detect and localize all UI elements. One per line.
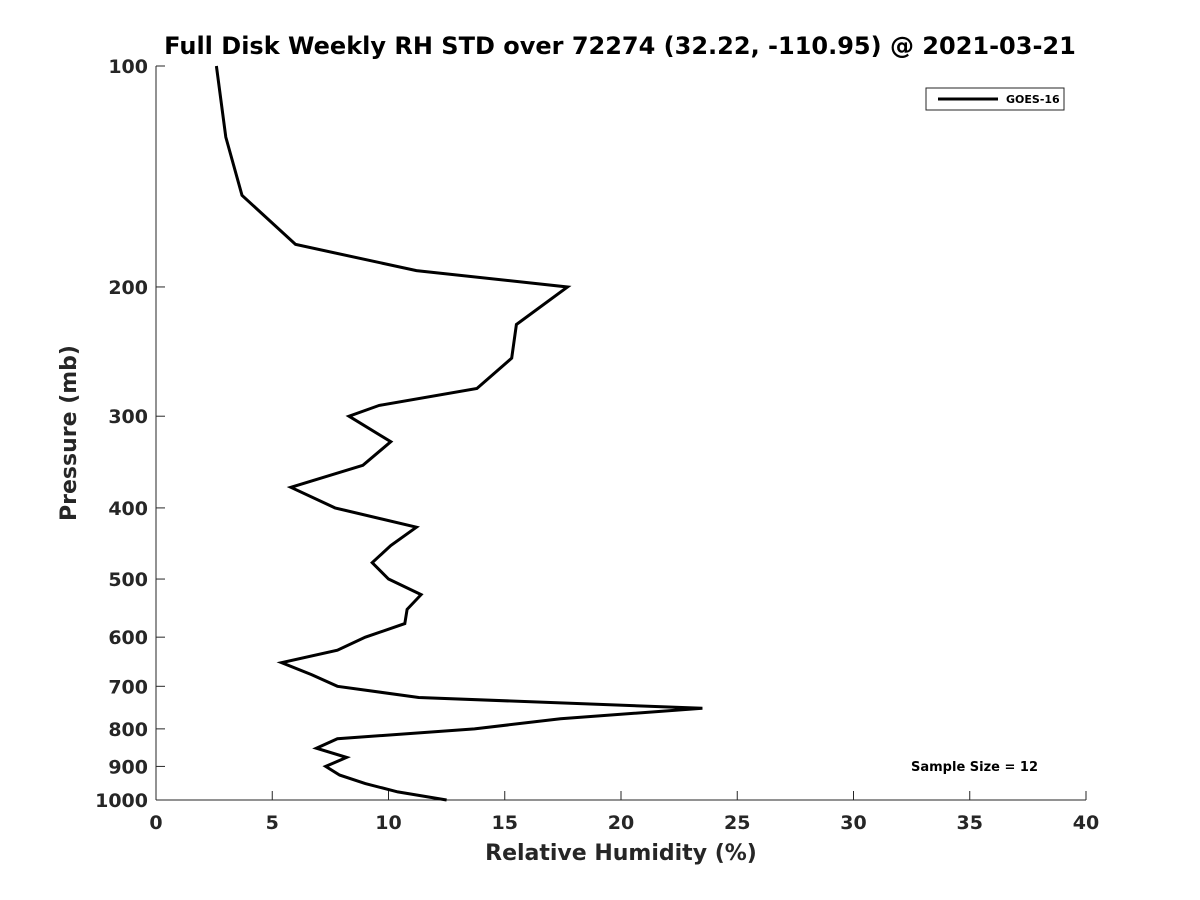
x-axis-label: Relative Humidity (%)	[485, 841, 757, 866]
legend-label-goes-16: GOES-16	[1006, 93, 1060, 106]
y-axis-label: Pressure (mb)	[57, 345, 82, 521]
y-tick-label: 600	[108, 627, 148, 649]
x-tick-label: 15	[492, 812, 518, 834]
y-tick-label: 200	[108, 277, 148, 299]
y-tick-label: 400	[108, 498, 148, 520]
series-layer	[214, 65, 703, 802]
y-tick-label: 1000	[95, 790, 148, 812]
x-tick-label: 0	[149, 812, 162, 834]
y-tick-label: 100	[108, 56, 148, 78]
x-ticks: 0 5 10 15 20 25 30 35 40	[149, 791, 1099, 834]
y-tick-label: 800	[108, 719, 148, 741]
y-tick-label: 900	[108, 756, 148, 778]
x-tick-label: 40	[1073, 812, 1099, 834]
x-tick-label: 30	[840, 812, 866, 834]
y-tick-label: 300	[108, 406, 148, 428]
y-tick-label: 700	[108, 676, 148, 698]
series-line-goes-16	[214, 65, 703, 802]
y-tick-label: 500	[108, 569, 148, 591]
y-ticks: 100 200 300 400 500 600 700 800 900 1000	[95, 56, 165, 812]
x-tick-label: 25	[724, 812, 750, 834]
x-tick-label: 35	[957, 812, 983, 834]
chart-title: Full Disk Weekly RH STD over 72274 (32.2…	[164, 32, 1076, 60]
plot-area	[155, 66, 1086, 801]
x-tick-label: 20	[608, 812, 634, 834]
x-tick-label: 10	[375, 812, 401, 834]
sample-size-annotation: Sample Size = 12	[911, 760, 1038, 775]
x-tick-label: 5	[266, 812, 279, 834]
legend: GOES-16	[925, 87, 1065, 111]
